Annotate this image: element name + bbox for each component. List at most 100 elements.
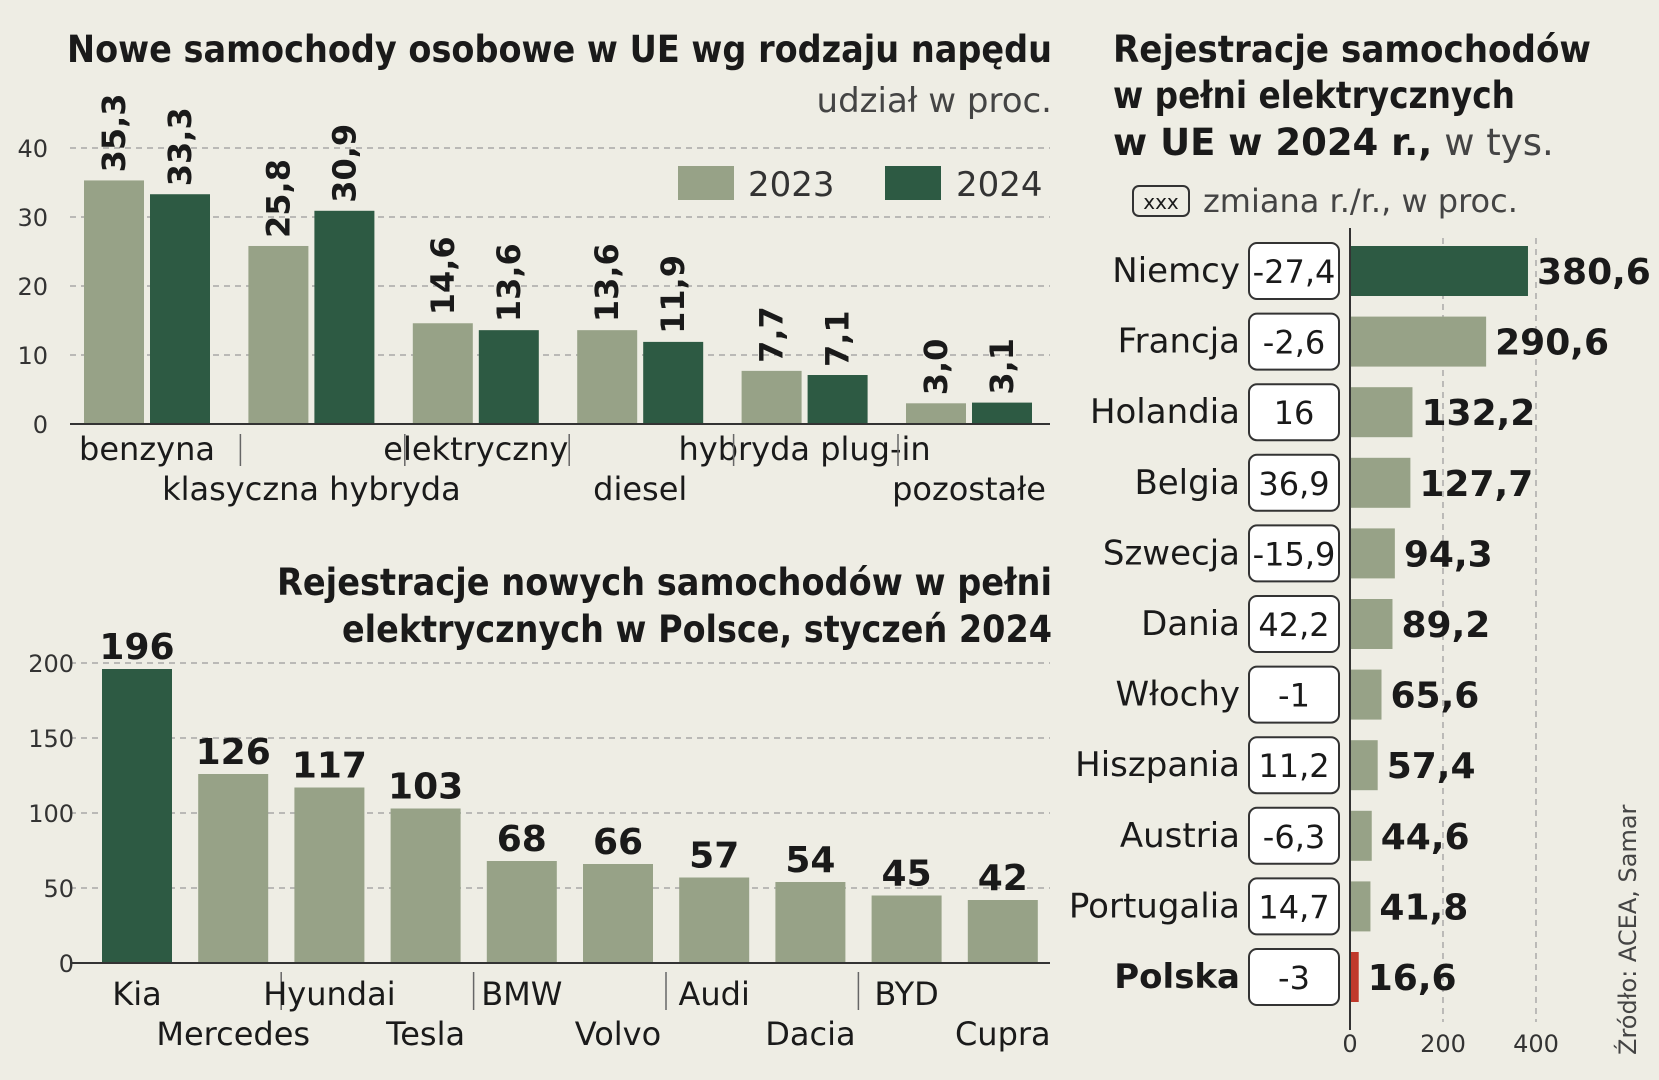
change-box (1248, 665, 1340, 724)
bar-Polska (1351, 952, 1359, 1002)
bar-value-label: 41,8 (1379, 887, 1468, 928)
change-box (1248, 524, 1340, 583)
country-label: Niemcy (1112, 251, 1240, 291)
category-label: Audi (679, 975, 750, 1013)
bar-2023-pozostałe (906, 403, 966, 424)
bar-2024-pozostałe (972, 402, 1032, 424)
bar-value-label: 380,6 (1537, 252, 1651, 293)
bar-value-label: 35,3 (95, 93, 133, 172)
legend-swatch-2024 (885, 166, 941, 200)
bar-2023-diesel (577, 330, 638, 424)
change-value: 11,2 (1258, 747, 1329, 785)
bar-value-label: 13,6 (588, 243, 626, 322)
bar-value-label: 11,9 (654, 255, 692, 334)
x-tick-label: 0 (1342, 1030, 1357, 1058)
y-tick-label: 50 (43, 875, 74, 903)
bar-Niemcy (1351, 246, 1528, 296)
fuel-share-chart: Nowe samochody osobowe w UE wg rodzaju n… (17, 28, 1052, 508)
bar-Austria (1351, 810, 1372, 861)
bar-value-label: 33,3 (161, 107, 199, 186)
bar-value-label: 132,2 (1421, 393, 1535, 434)
bar-value-label: 16,6 (1368, 958, 1457, 999)
bar-BYD (871, 895, 942, 963)
bar-value-label: 103 (388, 767, 463, 808)
change-box (1248, 806, 1340, 865)
change-legend-box (1132, 185, 1190, 217)
country-label: Szwecja (1103, 533, 1240, 573)
change-box (1248, 383, 1340, 442)
y-tick-label: 10 (17, 342, 48, 370)
country-label: Dania (1141, 604, 1240, 644)
change-box (1248, 453, 1340, 512)
fuel-chart-subtitle: udział w proc. (817, 81, 1052, 121)
change-box (1248, 242, 1340, 300)
category-label: Mercedes (156, 1015, 310, 1053)
change-value: 14,7 (1258, 888, 1329, 926)
y-tick-label: 0 (33, 411, 48, 439)
change-legend-box-text: xxx (1143, 190, 1179, 214)
category-label: BMW (481, 975, 562, 1013)
change-value: -3 (1278, 959, 1310, 997)
country-label: Polska (1114, 957, 1240, 997)
category-label: Volvo (575, 1015, 661, 1053)
change-box (1248, 312, 1340, 371)
legend-label-2024: 2024 (956, 165, 1043, 205)
bar-Włochy (1351, 669, 1382, 720)
category-label: klasyczna hybryda (162, 470, 461, 508)
eu-chart-title-line3: w UE w 2024 r., w tys. (1113, 121, 1554, 164)
bar-Holandia (1351, 387, 1413, 438)
eu-chart-title-unit: w tys. (1444, 121, 1553, 164)
poland-chart-title-line2: elektrycznych w Polsce, styczeń 2024 (342, 608, 1052, 651)
fuel-chart-title: Nowe samochody osobowe w UE wg rodzaju n… (67, 28, 1052, 71)
bar-Volvo (583, 864, 653, 963)
bar-value-label: 3,0 (917, 339, 955, 396)
category-label: BYD (874, 975, 938, 1013)
category-label: pozostałe (892, 470, 1046, 508)
bar-Kia (102, 669, 172, 963)
bar-value-label: 94,3 (1404, 534, 1493, 575)
bar-Szwecja (1351, 528, 1395, 579)
category-label: diesel (593, 470, 687, 508)
change-value: 16 (1274, 394, 1315, 432)
eu-chart-title-line2: w pełni elektrycznych (1113, 74, 1515, 117)
category-label: hybryda plug-in (678, 430, 930, 468)
y-tick-label: 200 (28, 650, 74, 678)
change-box (1248, 736, 1340, 795)
bar-2024-diesel (643, 341, 704, 424)
category-label: Hyundai (263, 975, 395, 1013)
y-tick-label: 100 (28, 800, 74, 828)
country-label: Portugalia (1069, 886, 1240, 926)
bar-value-label: 57 (689, 836, 739, 877)
category-label: benzyna (79, 430, 215, 468)
bar-value-label: 14,6 (424, 236, 462, 315)
change-box (1248, 948, 1340, 1006)
bar-Tesla (390, 808, 461, 963)
bar-Cupra (967, 900, 1038, 963)
change-box (1248, 595, 1340, 653)
country-label: Austria (1120, 816, 1240, 856)
bar-value-label: 57,4 (1387, 746, 1476, 787)
legend-label-2023: 2023 (748, 165, 835, 205)
y-tick-label: 150 (28, 725, 74, 753)
bar-value-label: 13,6 (490, 243, 528, 322)
bar-value-label: 30,9 (325, 124, 363, 203)
bar-2024-klasyczna hybryda (314, 210, 375, 424)
change-box (1248, 877, 1340, 936)
bar-value-label: 290,6 (1495, 323, 1609, 364)
bar-Audi (679, 877, 750, 963)
bar-Dacia (775, 882, 846, 963)
legend-swatch-2023 (678, 166, 734, 200)
bar-2024-elektryczny (478, 330, 539, 424)
bar-2023-elektryczny (412, 323, 473, 424)
bar-value-label: 42 (978, 858, 1028, 899)
category-label: elektryczny (383, 430, 568, 468)
bar-value-label: 44,6 (1381, 817, 1470, 858)
y-tick-label: 40 (17, 135, 48, 163)
country-label: Holandia (1090, 392, 1240, 432)
country-label: Włochy (1116, 675, 1240, 715)
bar-value-label: 45 (882, 854, 932, 895)
bar-value-label: 7,1 (819, 310, 857, 367)
bar-value-label: 196 (99, 627, 174, 668)
bar-value-label: 126 (196, 732, 271, 773)
